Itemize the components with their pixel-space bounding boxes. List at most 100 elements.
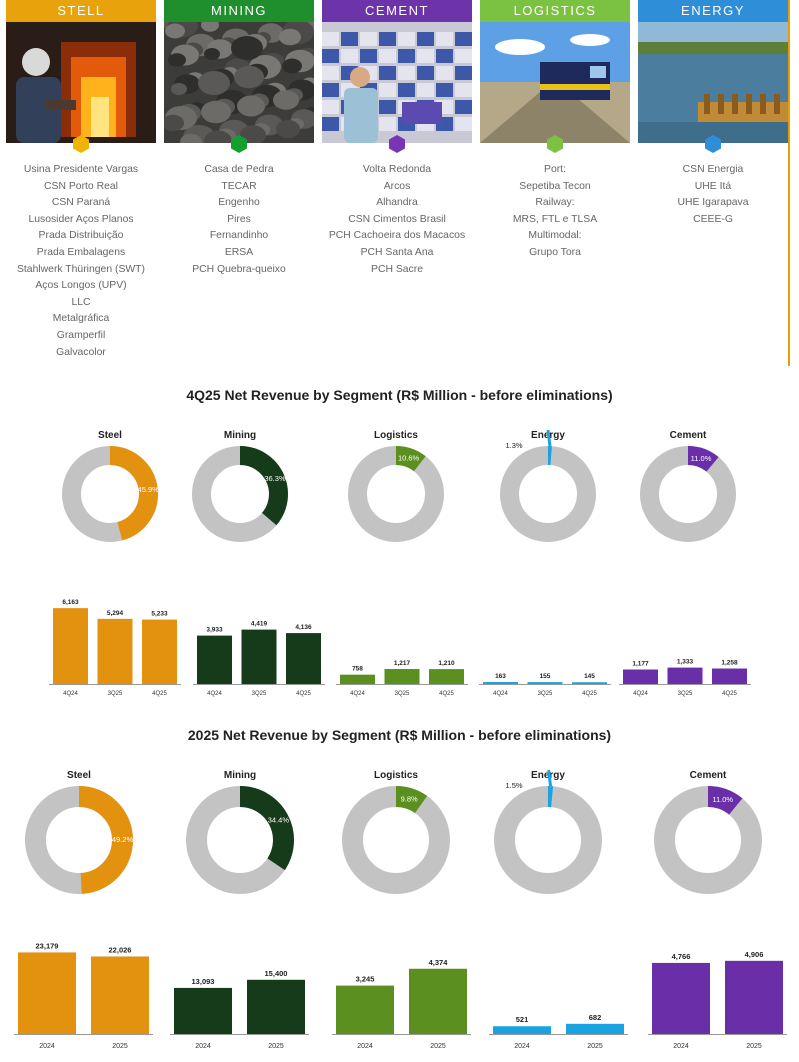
segment-asset-item: Alhandra	[376, 197, 418, 209]
bar	[384, 669, 420, 684]
bar-category-label: 3Q25	[395, 691, 410, 697]
bar-value-label: 1,258	[721, 660, 738, 667]
bar-category-label: 2024	[514, 1043, 530, 1050]
segment-asset-item: CSN Energia	[682, 164, 744, 175]
bar	[409, 968, 467, 1034]
bar-category-label: 4Q25	[722, 691, 737, 697]
segment-hexagon-icon	[703, 134, 723, 154]
donut-slice-cement	[707, 786, 743, 815]
bar-value-label: 682	[589, 1013, 602, 1022]
bar-category-label: 2025	[112, 1043, 128, 1050]
bar-category-label: 4Q24	[633, 691, 648, 697]
donut-steel: Steel 49.2%	[25, 770, 133, 894]
bar-value-label: 1,177	[632, 661, 649, 668]
bar	[53, 608, 88, 684]
bar-category-label: 2025	[430, 1043, 446, 1050]
bar-category-label: 2024	[39, 1043, 55, 1050]
donut-data-label: 34.4%	[268, 816, 290, 825]
segment-asset-item: Casa de Pedra	[204, 164, 274, 175]
bar	[97, 618, 133, 684]
donut-slice-logistics	[395, 446, 426, 472]
segment-asset-item: CSN Cimentos Brasil	[348, 213, 446, 225]
bar-value-label: 4,766	[672, 952, 691, 961]
bar	[197, 635, 232, 684]
bar	[18, 952, 76, 1034]
segment-asset-item: Metalgráfica	[52, 313, 110, 325]
segment-asset-item: TECAR	[221, 180, 257, 192]
donut-data-label: 11.0%	[712, 795, 733, 804]
bar-category-label: 4Q24	[493, 691, 508, 697]
bar-group-mining: 13,093 2024 15,400 2025	[170, 969, 309, 1050]
segment-asset-item: LLC	[71, 296, 91, 308]
segment-assets-list-cement: Volta Redonda Arcos Alhandra CSN Cimentos B…	[316, 162, 478, 278]
donut-title: Cement	[690, 770, 727, 781]
donut-data-label: 1.3%	[505, 441, 522, 450]
segment-hexagon-icon	[71, 134, 91, 154]
bar	[241, 629, 277, 684]
bar-value-label: 145	[584, 673, 595, 680]
bar-group-steel: 23,179 2024 22,026 2025	[14, 941, 153, 1050]
donut-title: Mining	[224, 430, 256, 441]
bar	[247, 979, 305, 1034]
donut-slice-cement	[687, 446, 719, 472]
bar-group-logistics: 758 4Q24 1,217 3Q25 1,210 4Q25	[336, 660, 468, 697]
segment-asset-item: MRS, FTL e TLSA	[512, 213, 598, 225]
segment-asset-item: Port:	[544, 164, 566, 175]
section-title-4q25: 4Q25 Net Revenue by Segment (R$ Million …	[186, 387, 613, 403]
bar-group-energy: 163 4Q24 155 3Q25 145 4Q25	[479, 673, 611, 697]
bar	[340, 674, 375, 684]
section-title-2025: 2025 Net Revenue by Segment (R$ Million …	[187, 727, 612, 743]
bar	[174, 987, 232, 1034]
bar-value-label: 23,179	[36, 941, 59, 950]
donut-slice-mining	[239, 446, 288, 526]
bar-category-label: 4Q25	[296, 691, 311, 697]
segment-asset-item: Engenho	[218, 197, 260, 209]
segment-photo-locomotive-train	[480, 22, 630, 143]
segment-header-cement: CEMENT	[322, 0, 472, 22]
segment-asset-item: Galvacolor	[56, 346, 106, 358]
bar-value-label: 4,374	[429, 958, 449, 967]
segment-photo-steel-mill-worker	[6, 22, 156, 143]
segment-asset-item: CSN Paraná	[51, 197, 111, 209]
segment-header-mining: MINING	[164, 0, 314, 22]
segment-asset-item: CEEE-G	[693, 213, 733, 225]
bar-value-label: 6,163	[62, 599, 79, 606]
segment-hexagon-icon	[545, 134, 565, 154]
bar	[623, 669, 658, 684]
segment-asset-item: Sepetiba Tecon	[519, 180, 591, 192]
donut-data-label: 1.5%	[505, 781, 522, 790]
segment-assets-list-energy: CSN Energia UHE Itá UHE Igarapava CEEE-G	[632, 162, 794, 228]
segment-asset-item: PCH Sacre	[371, 263, 423, 275]
bar-category-label: 3Q25	[538, 691, 553, 697]
donut-title: Logistics	[374, 430, 418, 441]
donut-steel: Steel 45.9%	[62, 430, 159, 542]
bar-value-label: 155	[540, 673, 551, 680]
segment-asset-item: Arcos	[383, 180, 411, 192]
segment-hexagon-icon	[229, 134, 249, 154]
bar	[566, 1023, 624, 1034]
donut-remainder-slice	[494, 786, 602, 894]
donut-mining: Mining 36.3%	[192, 430, 288, 542]
segment-asset-item: PCH Cachoeira dos Macacos	[328, 230, 466, 242]
segment-asset-item: UHE Igarapava	[677, 197, 749, 209]
segment-asset-item: Prada Distribuição	[38, 230, 124, 242]
bar	[493, 1026, 551, 1034]
donut-slice-steel	[78, 786, 133, 894]
donut-leader-line	[547, 769, 553, 787]
donut-title: Mining	[224, 770, 256, 781]
bar	[336, 985, 394, 1034]
bar-value-label: 13,093	[192, 977, 215, 986]
bar	[286, 633, 321, 684]
bar-charts-4q25: 6,163 4Q24 5,294 3Q25 5,233 4Q25 3,933 4Q24 4,41…	[49, 599, 751, 697]
bar-category-label: 4Q24	[350, 691, 365, 697]
segment-asset-item: Pires	[227, 213, 251, 225]
bar-group-energy: 521 2024 682 2025	[489, 1013, 628, 1050]
segment-asset-item: PCH Santa Ana	[360, 246, 434, 258]
donut-remainder-slice	[654, 786, 762, 894]
bar-category-label: 2025	[746, 1043, 762, 1050]
donut-leader-line	[546, 429, 552, 447]
segment-photo-cement-warehouse-worker	[322, 22, 472, 143]
bar-group-cement: 1,177 4Q24 1,333 3Q25 1,258 4Q25	[619, 659, 751, 697]
bar-value-label: 758	[352, 666, 363, 673]
segment-assets-list-logistics: Port: Sepetiba Tecon Railway: MRS, FTL e TL…	[474, 162, 636, 262]
